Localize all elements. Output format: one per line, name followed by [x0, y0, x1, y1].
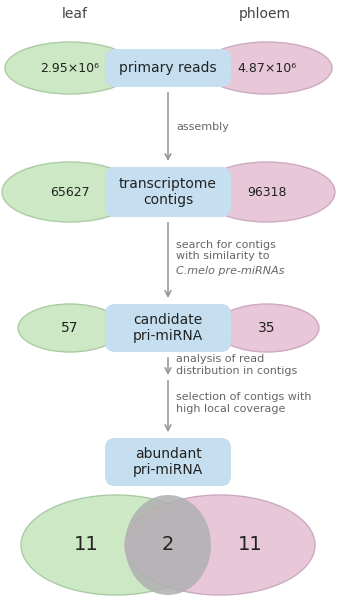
Ellipse shape: [125, 495, 315, 595]
Text: 35: 35: [258, 321, 276, 335]
Text: 57: 57: [61, 321, 79, 335]
Text: 2.95×10⁶: 2.95×10⁶: [40, 61, 99, 74]
Text: candidate
pri-miRNA: candidate pri-miRNA: [133, 313, 203, 343]
Text: C.melo pre-miRNAs: C.melo pre-miRNAs: [176, 265, 284, 275]
Ellipse shape: [21, 495, 211, 595]
FancyBboxPatch shape: [105, 304, 231, 352]
FancyBboxPatch shape: [105, 49, 231, 87]
Ellipse shape: [2, 162, 138, 222]
Text: selection of contigs with
high local coverage: selection of contigs with high local cov…: [176, 392, 311, 414]
Text: leaf: leaf: [62, 7, 88, 21]
Ellipse shape: [18, 304, 122, 352]
Text: assembly: assembly: [176, 122, 229, 132]
Ellipse shape: [199, 162, 335, 222]
FancyBboxPatch shape: [105, 167, 231, 217]
Text: 65627: 65627: [50, 185, 90, 199]
Ellipse shape: [215, 304, 319, 352]
Text: primary reads: primary reads: [119, 61, 217, 75]
Text: search for contigs
with similarity to: search for contigs with similarity to: [176, 239, 276, 262]
Ellipse shape: [125, 495, 211, 595]
Text: analysis of read
distribution in contigs: analysis of read distribution in contigs: [176, 354, 297, 376]
FancyBboxPatch shape: [105, 438, 231, 486]
Ellipse shape: [5, 42, 135, 94]
Text: phloem: phloem: [239, 7, 291, 21]
Text: 11: 11: [238, 535, 263, 554]
Text: transcriptome
contigs: transcriptome contigs: [119, 177, 217, 207]
Text: 4.87×10⁶: 4.87×10⁶: [238, 61, 297, 74]
Text: 96318: 96318: [247, 185, 287, 199]
Text: 11: 11: [73, 535, 98, 554]
Text: abundant
pri-miRNA: abundant pri-miRNA: [133, 447, 203, 477]
Text: 2: 2: [162, 535, 174, 554]
Ellipse shape: [202, 42, 332, 94]
